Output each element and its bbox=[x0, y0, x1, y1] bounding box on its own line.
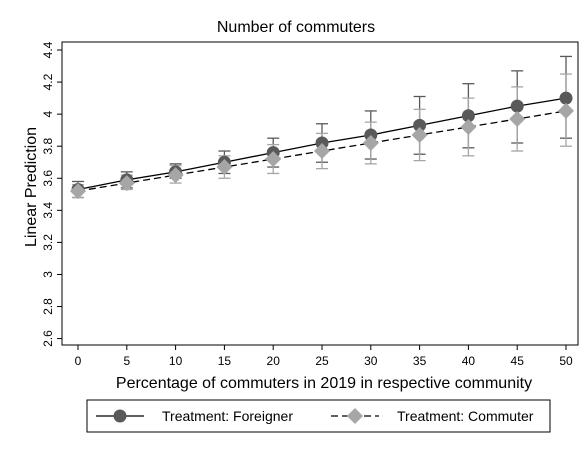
data-point bbox=[167, 167, 184, 184]
y-axis-label: Linear Prediction bbox=[23, 127, 40, 247]
data-point bbox=[70, 183, 86, 200]
data-point bbox=[509, 110, 526, 127]
x-tick-label: 15 bbox=[218, 354, 232, 368]
data-point bbox=[362, 135, 379, 151]
y-tick-label: 2.8 bbox=[41, 298, 55, 315]
x-tick-label: 40 bbox=[462, 354, 476, 368]
y-axis: 2.6 2.8 3 3.2 3.4 3.6 3.8 4 4.2 4.4 bbox=[41, 41, 62, 347]
data-point bbox=[510, 99, 524, 113]
legend: Treatment: Foreigner Treatment: Commuter bbox=[86, 399, 551, 433]
y-tick-label: 3.2 bbox=[41, 234, 55, 251]
y-tick-label: 2.6 bbox=[41, 330, 55, 347]
data-point bbox=[413, 118, 427, 132]
series-layer bbox=[70, 55, 574, 200]
x-axis-label: Percentage of commuters in 2019 in respe… bbox=[116, 375, 532, 392]
data-point bbox=[315, 136, 329, 150]
plot-frame bbox=[61, 41, 579, 346]
legend-label-commuter: Treatment: Commuter bbox=[397, 408, 534, 424]
data-point bbox=[216, 159, 233, 176]
legend-label-foreigner: Treatment: Foreigner bbox=[162, 408, 293, 424]
legend-box bbox=[86, 399, 551, 433]
data-point bbox=[559, 91, 573, 105]
y-tick-label: 4 bbox=[41, 110, 55, 117]
data-point bbox=[364, 128, 378, 142]
y-tick-label: 3.4 bbox=[41, 202, 55, 219]
plot-frame-rect bbox=[61, 41, 579, 346]
data-point bbox=[118, 175, 135, 192]
y-tick-label: 4.2 bbox=[41, 73, 55, 90]
data-point bbox=[558, 102, 574, 119]
legend-marker-commuter bbox=[347, 408, 363, 424]
x-tick-label: 25 bbox=[315, 354, 329, 368]
x-axis: 0 5 10 15 20 25 30 35 40 45 50 bbox=[75, 345, 573, 368]
data-point bbox=[411, 126, 428, 143]
x-tick-label: 50 bbox=[559, 354, 573, 368]
y-tick-label: 3.8 bbox=[41, 138, 55, 155]
data-point bbox=[265, 151, 282, 168]
error-bars-commuter bbox=[72, 73, 572, 199]
x-tick-label: 30 bbox=[364, 354, 378, 368]
x-tick-label: 35 bbox=[413, 354, 427, 368]
x-tick-label: 10 bbox=[169, 354, 183, 368]
x-tick-label: 45 bbox=[511, 354, 525, 368]
data-point bbox=[460, 118, 477, 135]
y-tick-label: 3 bbox=[41, 271, 55, 278]
legend-item-foreigner: Treatment: Foreigner bbox=[96, 408, 293, 424]
markers-commuter bbox=[70, 102, 574, 200]
x-tick-label: 5 bbox=[123, 354, 130, 368]
y-tick-label: 4.4 bbox=[41, 41, 55, 58]
y-tick-label: 3.6 bbox=[41, 170, 55, 187]
legend-marker-foreigner bbox=[113, 409, 127, 423]
x-tick-label: 0 bbox=[75, 354, 82, 368]
legend-item-commuter: Treatment: Commuter bbox=[331, 408, 534, 424]
data-point bbox=[314, 143, 330, 160]
data-point bbox=[461, 109, 475, 123]
chart-title: Number of commuters bbox=[217, 19, 375, 36]
x-tick-label: 20 bbox=[267, 354, 281, 368]
